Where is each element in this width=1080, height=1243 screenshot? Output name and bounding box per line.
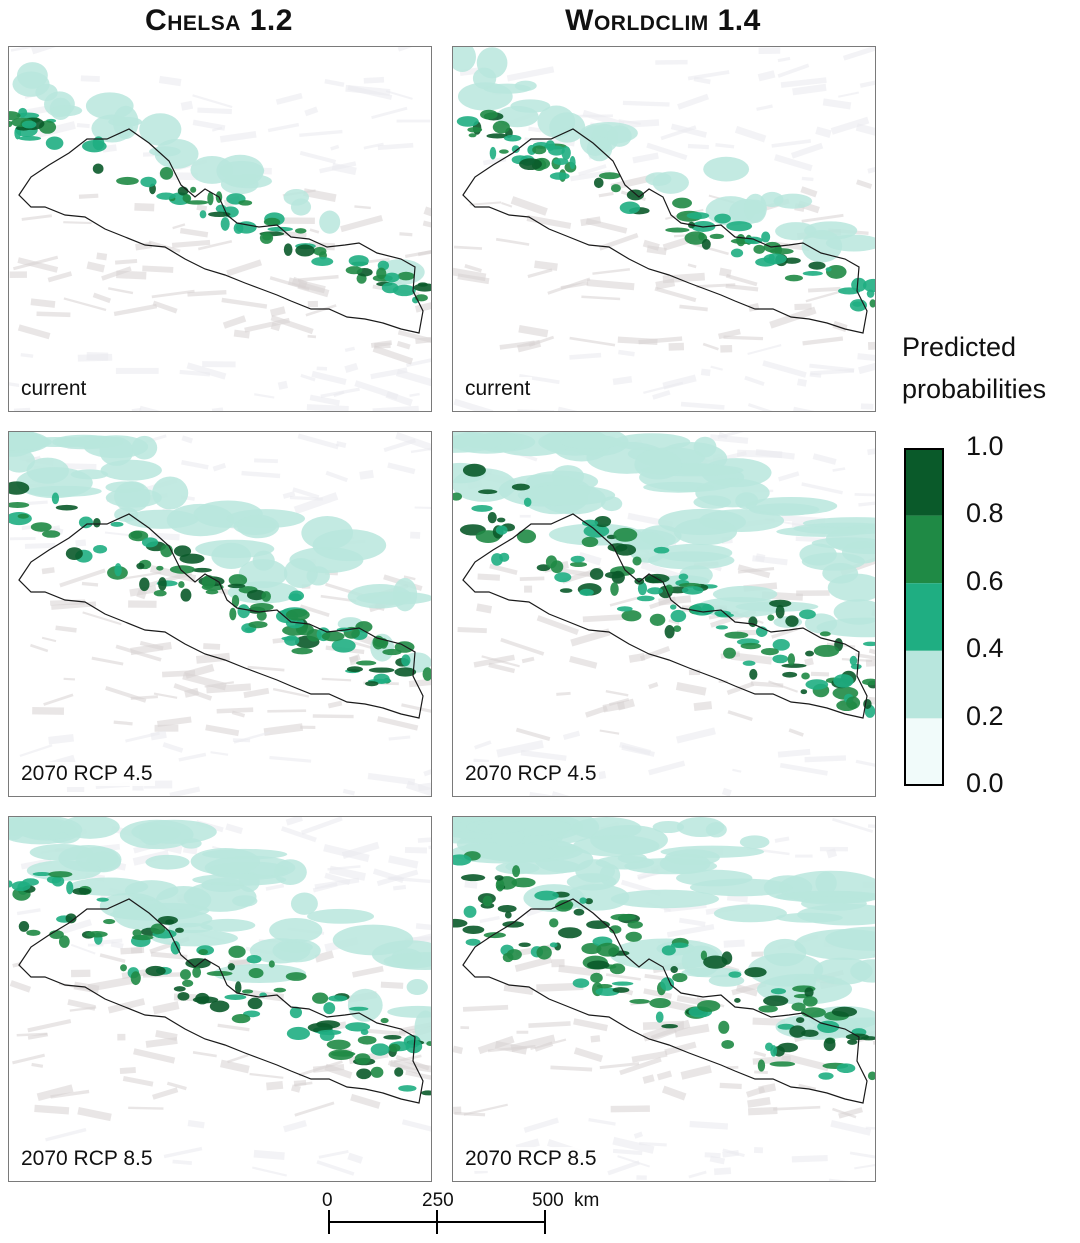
- column-title-worldclim: Worldclim 1.4: [565, 4, 761, 37]
- map-panel-chelsa-rcp85: 2070 RCP 8.5: [8, 816, 432, 1182]
- panel-label: 2070 RCP 8.5: [19, 1147, 155, 1171]
- legend-tick: 0.6: [966, 566, 1004, 596]
- legend-tick: 0.8: [966, 498, 1004, 528]
- scale-label-500: 500: [532, 1190, 564, 1211]
- panel-label: 2070 RCP 8.5: [463, 1147, 599, 1171]
- legend-title-line1: Predicted: [902, 332, 1017, 362]
- map-panel-worldclim-current: current: [452, 46, 876, 412]
- map-graphic: [9, 432, 431, 796]
- panel-label: 2070 RCP 4.5: [19, 762, 155, 786]
- map-graphic: [453, 47, 875, 411]
- map-panel-worldclim-rcp85: 2070 RCP 8.5: [452, 816, 876, 1182]
- legend-color-bar: [904, 448, 944, 786]
- legend-tick: 0.2: [966, 701, 1004, 731]
- map-panel-chelsa-rcp45: 2070 RCP 4.5: [8, 431, 432, 797]
- map-graphic: [453, 432, 875, 796]
- panel-label: current: [19, 377, 89, 401]
- scale-label-250: 250: [422, 1190, 454, 1211]
- map-panel-chelsa-current: current: [8, 46, 432, 412]
- legend-title-line2: probabilities: [902, 374, 1047, 404]
- legend-title: Predicted probabilities: [902, 326, 1046, 410]
- map-panel-worldclim-rcp45: 2070 RCP 4.5: [452, 431, 876, 797]
- legend-tick: 0.4: [966, 633, 1004, 663]
- scale-unit: km: [574, 1190, 600, 1211]
- map-graphic: [453, 817, 875, 1181]
- scale-label-0: 0: [322, 1190, 333, 1211]
- legend-tick: 0.0: [966, 768, 1004, 798]
- panel-label: 2070 RCP 4.5: [463, 762, 599, 786]
- map-graphic: [9, 817, 431, 1177]
- legend-tick: 1.0: [966, 431, 1004, 461]
- column-title-chelsa: Chelsa 1.2: [145, 4, 293, 37]
- panel-label: current: [463, 377, 533, 401]
- map-graphic: [9, 47, 431, 411]
